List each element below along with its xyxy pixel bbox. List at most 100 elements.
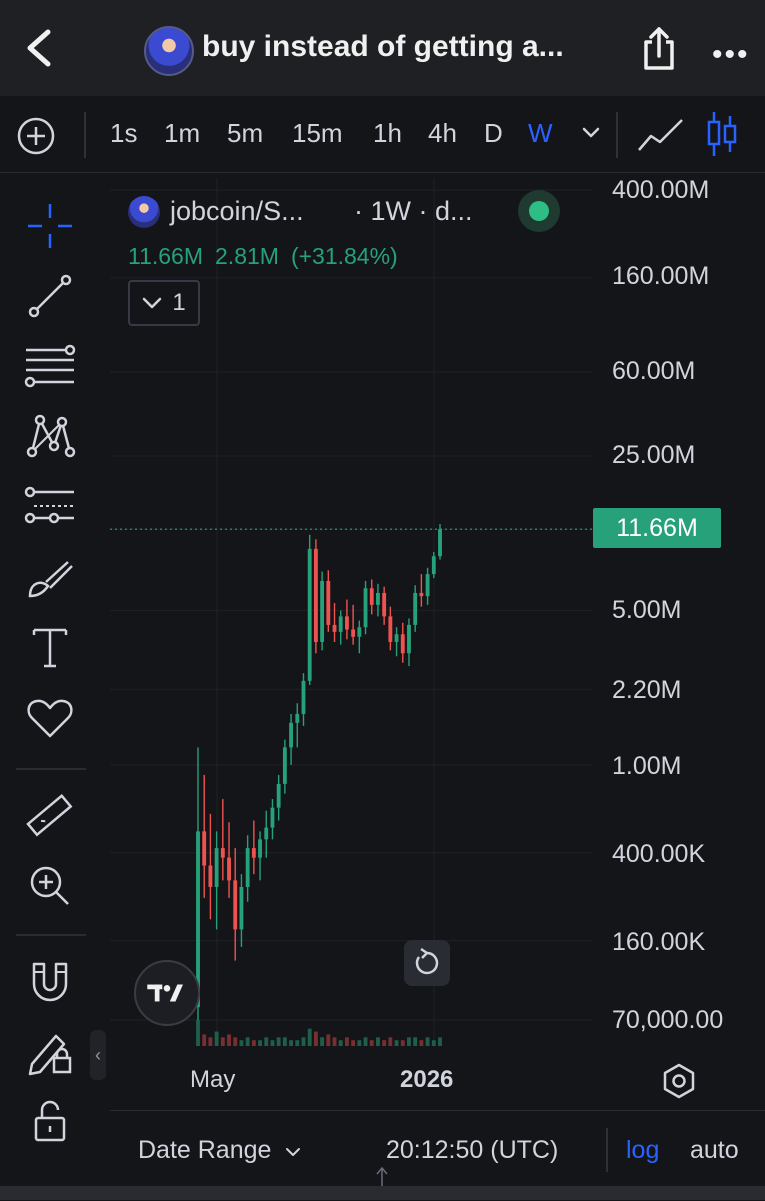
studies-toggle-button[interactable]: 1 <box>128 280 200 326</box>
candle <box>431 551 436 579</box>
utc-clock[interactable]: 20:12:50 (UTC) <box>386 1136 559 1164</box>
avatar <box>144 26 194 76</box>
ruler-icon[interactable] <box>24 790 76 842</box>
candle-body <box>227 857 231 881</box>
candle <box>227 822 231 898</box>
plus-circle-icon[interactable] <box>16 116 56 156</box>
pattern-icon[interactable] <box>24 410 76 462</box>
volume-bar <box>407 1037 411 1046</box>
volume-bar <box>388 1037 393 1046</box>
candle <box>251 820 256 875</box>
unlock-icon[interactable] <box>24 1096 76 1148</box>
interval-15m[interactable]: 15m <box>292 118 343 148</box>
volume-bar <box>394 1040 399 1046</box>
candle-body <box>382 592 387 617</box>
fib-retracement-icon[interactable] <box>24 340 76 392</box>
reset-chart-icon[interactable] <box>404 940 450 986</box>
chevron-down-icon <box>286 1148 301 1156</box>
interval-1h[interactable]: 1h <box>373 118 402 148</box>
volume-bar <box>258 1040 262 1046</box>
volume-bar <box>332 1037 337 1046</box>
settings-icon[interactable] <box>660 1062 698 1100</box>
candle-body <box>239 886 244 930</box>
candle <box>344 599 349 640</box>
ellipsis-icon[interactable]: ••• <box>712 38 750 71</box>
candle-body <box>220 848 225 858</box>
candle <box>258 831 262 881</box>
line-chart-icon[interactable] <box>636 112 686 156</box>
volume-bar <box>208 1037 213 1046</box>
bottom-edge <box>0 1186 765 1200</box>
volume-bar <box>382 1040 387 1046</box>
collapse-toolbar-button[interactable]: ‹ <box>90 1030 106 1080</box>
candlestick-icon[interactable] <box>704 110 740 158</box>
legend-change-pct: (+31.84%) <box>290 243 398 269</box>
magnet-icon[interactable] <box>24 956 76 1008</box>
chevron-down-icon[interactable] <box>580 122 602 144</box>
market-status <box>518 190 560 232</box>
candle-body <box>425 574 430 597</box>
log-scale-button[interactable]: log <box>626 1136 660 1164</box>
candle-body <box>313 548 318 642</box>
volume-bar <box>400 1040 405 1046</box>
market-status-dot <box>529 201 549 221</box>
page-title: buy instead of getting a... <box>202 30 564 63</box>
interval-5m[interactable]: 5m <box>227 118 264 148</box>
volume-bar <box>276 1037 281 1046</box>
interval-1m[interactable]: 1m <box>164 118 201 148</box>
candle-body <box>245 848 250 887</box>
candle <box>425 567 430 605</box>
candle <box>419 574 424 607</box>
crosshair-icon[interactable] <box>24 200 76 252</box>
price-chart[interactable] <box>110 178 593 1046</box>
projection-icon[interactable] <box>24 480 76 532</box>
share-icon[interactable] <box>640 26 678 72</box>
volume-bar <box>338 1040 343 1046</box>
zoom-in-icon[interactable] <box>24 860 76 912</box>
chevron-left-icon[interactable] <box>22 28 56 68</box>
volume-bar <box>251 1040 256 1046</box>
heart-icon[interactable] <box>24 692 76 744</box>
candle <box>320 571 325 651</box>
candle <box>208 813 213 920</box>
price-scale-label: 160.00M <box>612 262 710 290</box>
interval-w[interactable]: W <box>528 118 553 148</box>
symbol-name[interactable]: jobcoin/S... <box>170 196 304 226</box>
interval-d[interactable]: D <box>484 118 503 148</box>
volume-bar <box>425 1037 430 1046</box>
trend-line-icon[interactable] <box>24 270 76 322</box>
candle <box>363 580 368 635</box>
candle-body <box>376 592 380 605</box>
candle-body <box>431 556 436 575</box>
candle <box>196 747 200 1020</box>
bottom-bar <box>110 1110 765 1201</box>
legend-close: 11.66M <box>128 243 204 269</box>
candle-body <box>363 588 368 628</box>
volume-bar <box>413 1037 418 1046</box>
candle-body <box>295 713 300 723</box>
volume-bar <box>376 1037 380 1046</box>
candle <box>394 627 399 657</box>
date-range-button[interactable]: Date Range <box>138 1136 302 1165</box>
auto-scale-button[interactable]: auto <box>690 1136 739 1164</box>
lock-drawings-icon[interactable] <box>24 1024 76 1076</box>
volume-bar <box>351 1040 356 1046</box>
volume-bar <box>357 1040 362 1046</box>
brush-icon[interactable] <box>24 552 76 604</box>
price-scale-label: 400.00K <box>612 840 706 868</box>
volume-bars <box>196 1020 442 1046</box>
volume-bar <box>295 1040 300 1046</box>
tradingview-logo-icon[interactable] <box>134 960 200 1026</box>
candle <box>382 586 387 625</box>
text-tool-icon[interactable] <box>24 622 76 674</box>
candle-body <box>282 747 287 784</box>
interval-1s[interactable]: 1s <box>110 118 138 148</box>
toolbar-divider <box>16 768 86 770</box>
volume-bar <box>289 1040 294 1046</box>
volume-bar <box>202 1034 207 1046</box>
candle-body <box>332 624 337 632</box>
candle <box>270 799 275 840</box>
interval-4h[interactable]: 4h <box>428 118 457 148</box>
candle <box>307 534 312 685</box>
legend-change: 2.81M <box>215 243 279 269</box>
